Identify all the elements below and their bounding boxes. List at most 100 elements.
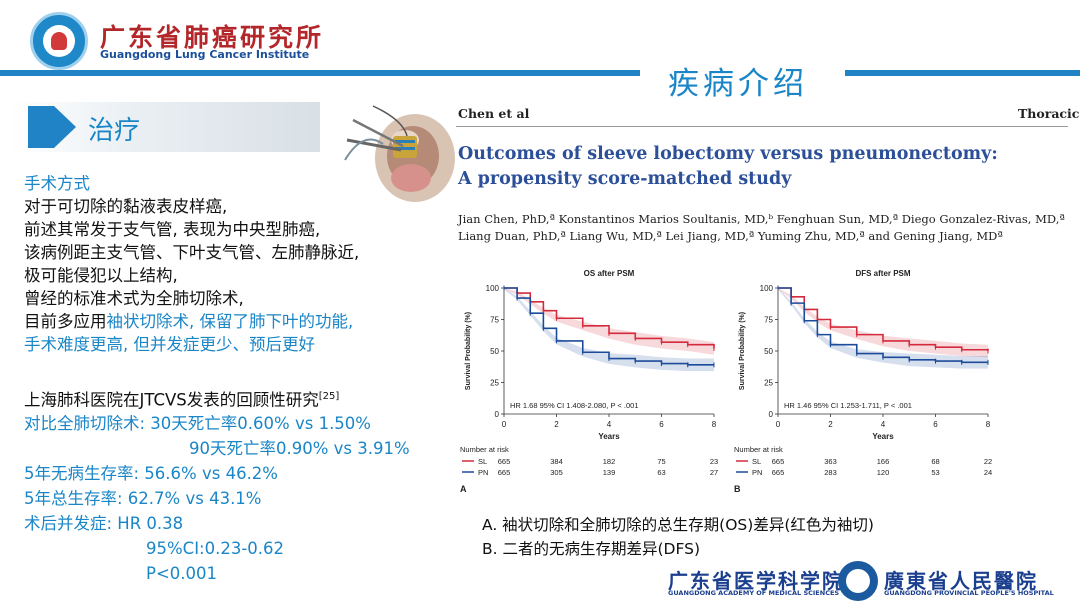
chart-title: OS after PSM [584,269,635,278]
x-tick-label: 0 [776,420,781,429]
risk-value: 665 [772,468,785,477]
body-line-6-prefix: 目前多应用 [24,312,107,331]
y-axis-label: Survival Probability (%) [739,312,746,390]
paper-title-line-2: A propensity score-matched study [458,169,792,189]
risk-row-name: SL [752,457,761,466]
paper-journal-section: Thoracic [1018,106,1080,121]
tab-label: 治疗 [88,116,141,146]
y-tick-label: 50 [490,347,499,356]
x-tick-label: 0 [502,420,507,429]
y-tick-label: 75 [764,316,773,325]
org-title: 广东省肺癌研究所 [100,23,325,52]
study-intro-text: 上海肺科医院在JTCVS发表的回顾性研究 [24,390,319,410]
logo-inner-ring [43,25,75,57]
hospital-logo-inner [846,569,870,593]
x-tick-label: 4 [881,420,886,429]
academy-name-en: GUANGDONG ACADEMY OF MEDICAL SCIENCES [668,589,840,597]
y-tick-label: 100 [486,284,500,293]
body-line-7: 手术难度更高, 但并发症更少、预后更好 [24,335,315,354]
risk-value: 139 [603,468,616,477]
series-confidence-band-pn [778,288,988,369]
risk-value: 384 [550,457,563,466]
risk-value: 305 [550,468,563,477]
tab-arrow-body [28,106,54,148]
paper-title-line-1: Outcomes of sleeve lobectomy versus pneu… [458,144,998,164]
stat-ci: 95%CI:0.23-0.62 [146,539,285,558]
body-line-6-highlight: 袖状切除术, 保留了肺下叶的功能, [106,312,354,331]
risk-value: 120 [877,468,890,477]
risk-value: 24 [984,468,992,477]
risk-value: 665 [498,468,511,477]
risk-value: 665 [772,457,785,466]
risk-value: 283 [824,468,837,477]
x-axis-label: Years [872,432,894,441]
x-tick-label: 4 [607,420,612,429]
y-tick-label: 75 [490,316,499,325]
paper-running-author: Chen et al [458,106,530,121]
study-intro: 上海肺科医院在JTCVS发表的回顾性研究[25] [24,385,339,412]
y-tick-label: 25 [490,379,499,388]
risk-table-label: Number at risk [734,445,783,454]
panel-label: B [734,484,741,494]
risk-row-name: SL [478,457,487,466]
surgery-illustration [344,105,455,202]
institute-logo [30,12,88,70]
risk-table-label: Number at risk [460,445,509,454]
paper-authors-line-2: Liang Duan, PhD,ª Liang Wu, MD,ª Lei Jia… [458,229,1003,243]
risk-value: 53 [931,468,939,477]
x-tick-label: 8 [986,420,991,429]
body-line-2: 前述其常发于支气管, 表现为中央型肺癌, [24,220,321,239]
caption-b: B. 二者的无病生存期差异(DFS) [482,540,700,558]
section-tab: 治疗 [10,102,320,152]
risk-value: 22 [984,457,992,466]
risk-value: 363 [824,457,837,466]
header-divider-left [0,70,640,76]
risk-row-name: PN [752,468,762,477]
stat-mortality-30: 对比全肺切除术: 30天死亡率0.60% vs 1.50% [24,414,371,433]
body-line-3: 该病例距主支气管、下叶支气管、左肺静脉近, [24,243,360,262]
risk-value: 27 [710,468,718,477]
body-line-4: 极可能侵犯以上结构, [24,266,178,285]
body-line-5: 曾经的标准术式为全肺切除术, [24,289,244,308]
section-title: 疾病介绍 [668,66,808,102]
lung-icon [51,32,67,50]
hospital-name: 廣東省人民醫院 [884,569,1038,593]
risk-value: 665 [498,457,511,466]
paper-header-rule [456,126,1068,127]
arrow-right-icon [54,106,76,148]
stat-dfs: 5年无病生存率: 56.6% vs 46.2% [24,464,278,483]
academy-name: 广东省医学科学院 [668,569,844,593]
risk-value: 68 [931,457,939,466]
risk-value: 182 [603,457,616,466]
y-tick-label: 0 [495,410,500,419]
hospital-logo [838,561,878,601]
risk-value: 166 [877,457,890,466]
caption-a: A. 袖状切除和全肺切除的总生存期(OS)差异(红色为袖切) [482,516,874,534]
hospital-name-en: GUANGDONG PROVINCIAL PEOPLE'S HOSPITAL [884,589,1054,597]
paper-authors-line-1: Jian Chen, PhD,ª Konstantinos Marios Sou… [458,212,1065,226]
x-tick-label: 8 [712,420,717,429]
risk-value: 63 [657,468,665,477]
body-line-1: 对于可切除的黏液表皮样癌, [24,197,228,216]
stat-os: 5年总生存率: 62.7% vs 43.1% [24,489,262,508]
panel-label: A [460,484,467,494]
stat-complications: 术后并发症: HR 0.38 [24,514,184,533]
hazard-ratio-annotation: HR 1.46 95% CI 1.253-1.711, P < .001 [784,401,912,410]
body-line-6: 目前多应用袖状切除术, 保留了肺下叶的功能, [24,310,353,333]
x-tick-label: 2 [828,420,833,429]
y-tick-label: 25 [764,379,773,388]
stat-pvalue: P<0.001 [146,564,218,583]
stat-mortality-90: 90天死亡率0.90% vs 3.91% [189,439,410,458]
y-tick-label: 0 [769,410,774,419]
header-divider-right [845,70,1080,76]
x-tick-label: 6 [659,420,664,429]
y-tick-label: 100 [760,284,774,293]
x-tick-label: 6 [933,420,938,429]
risk-value: 75 [657,457,665,466]
x-tick-label: 2 [554,420,559,429]
hazard-ratio-annotation: HR 1.68 95% CI 1.408-2.080, P < .001 [510,401,639,410]
x-axis-label: Years [598,432,620,441]
risk-row-name: PN [478,468,488,477]
os-survival-chart: OS after PSM 0 25 50 75 100 0 2 4 6 8 Years Survival… [460,269,718,494]
